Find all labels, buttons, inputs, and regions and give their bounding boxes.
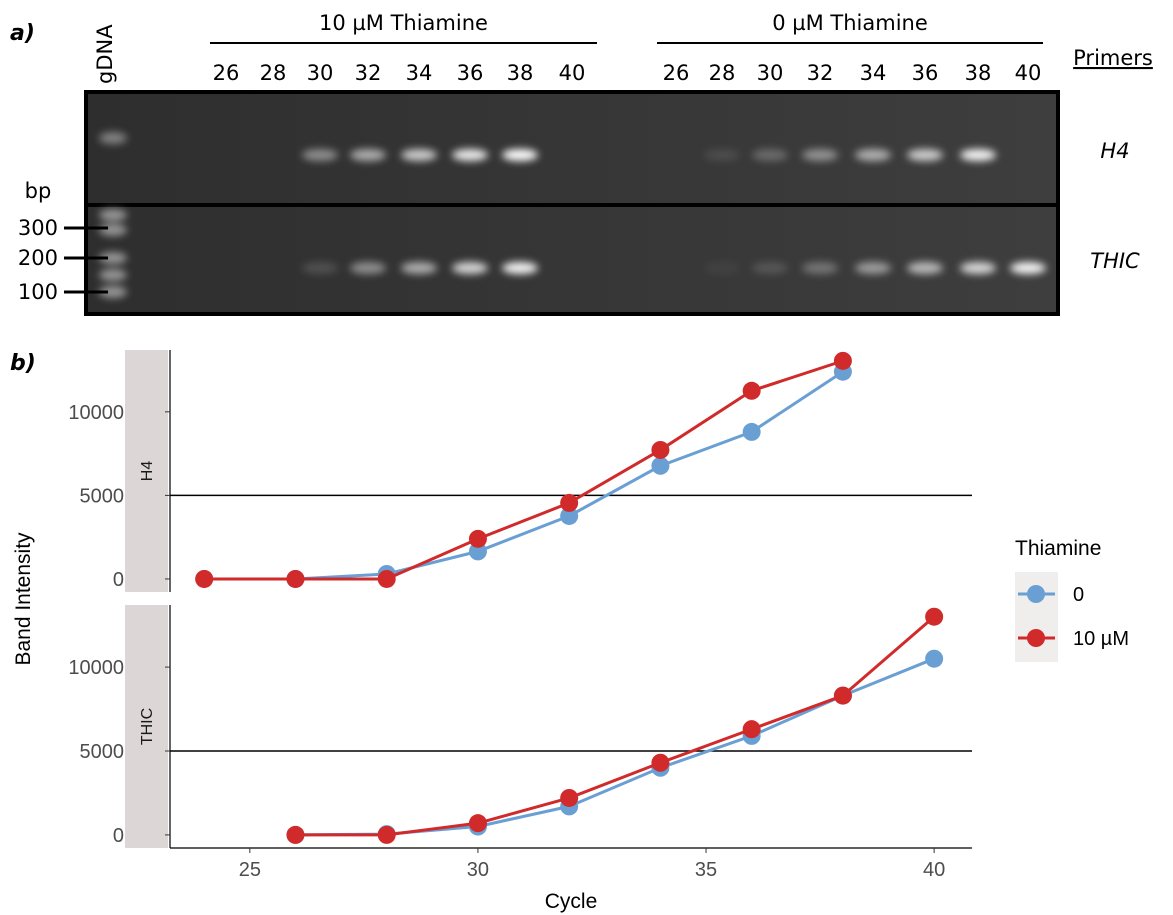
data-point [651,441,669,459]
y-tick-label: 5000 [80,741,125,763]
panel-label: a) [10,21,35,46]
ladder-size: 200 [18,246,58,270]
data-point [469,814,487,832]
data-point [195,570,213,588]
gel-band [350,262,386,274]
lane-label: 34 [860,61,887,85]
gel-band [302,262,338,274]
gel-band [704,149,740,161]
data-point [378,570,396,588]
legend-label: 0 [1073,584,1084,606]
lane-label: 28 [709,61,736,85]
y-tick-label: 0 [113,825,124,847]
lane-label: 30 [757,61,784,85]
y-axis-title: Band Intensity [12,532,35,666]
legend-label: 10 µM [1073,628,1129,650]
data-point [651,754,669,772]
gel-band [452,262,488,274]
lane-label: 30 [307,61,334,85]
legend-key-point [1027,585,1045,603]
data-point [834,352,852,370]
gel-band [960,262,996,274]
lane-label: 40 [559,61,586,85]
lane-label: 34 [406,61,433,85]
gel-band [802,149,838,161]
gel-band [855,149,891,161]
primers-label: Primers [1073,46,1153,70]
gel-band [907,262,943,274]
data-point [286,826,304,844]
gel-band [99,224,127,236]
data-point [743,382,761,400]
data-point [469,530,487,548]
x-tick-label: 35 [695,859,717,881]
gel-band [752,149,788,161]
lane-label: 26 [663,61,690,85]
data-point [560,494,578,512]
row-label: H4 [1100,139,1129,163]
y-tick-label: 0 [113,569,124,591]
row-label: THIC [1090,249,1140,273]
gel-band [960,149,996,161]
x-tick-label: 40 [923,859,945,881]
facet-label: THIC [139,708,156,745]
data-point [743,720,761,738]
lane-label: 32 [355,61,382,85]
lane-label: 36 [912,61,939,85]
group-label: 10 µM Thiamine [319,11,488,35]
lane-label: 26 [213,61,240,85]
lane-label: 40 [1015,61,1042,85]
x-axis-title: Cycle [545,890,598,913]
gel-band [1010,262,1046,274]
gel-band [907,149,943,161]
lane-label: 36 [457,61,484,85]
data-point [378,826,396,844]
lane-label: 32 [807,61,834,85]
data-point [651,457,669,475]
gel-band [99,132,127,144]
data-point [560,789,578,807]
data-point [834,687,852,705]
group-label: 0 µM Thiamine [772,11,928,35]
gel-band [350,149,386,161]
y-tick-label: 5000 [80,485,125,507]
gel-band [99,209,127,221]
data-point [925,608,943,626]
ladder-size: 300 [18,216,58,240]
gel-band [855,262,891,274]
gel-band [401,262,437,274]
facet-label: H4 [139,461,156,482]
data-point [743,423,761,441]
gel-band [302,149,338,161]
lane-label: 28 [260,61,287,85]
x-tick-label: 30 [467,859,489,881]
data-point [286,570,304,588]
legend-key-point [1027,629,1045,647]
lane-label: 38 [507,61,534,85]
panel-label: b) [10,351,36,376]
gel-band [452,149,488,161]
gel-band [704,262,740,274]
legend-title: Thiamine [1015,537,1101,560]
figure: a) b) gDNA Primers H4 THIC bp 10 µM Thia… [0,0,1173,915]
y-tick-label: 10000 [68,657,124,679]
size-unit: bp [25,179,52,203]
gel-band [802,262,838,274]
data-point [925,650,943,668]
y-tick-label: 10000 [68,402,124,424]
gel-band [401,149,437,161]
gel-band [752,262,788,274]
x-tick-label: 25 [239,859,261,881]
ladder-size: 100 [18,280,58,304]
gel-band [502,262,538,274]
gel-band [99,269,127,281]
gel-band [502,149,538,161]
lane-label: 38 [965,61,992,85]
ladder-lane-label: gDNA [93,24,117,84]
